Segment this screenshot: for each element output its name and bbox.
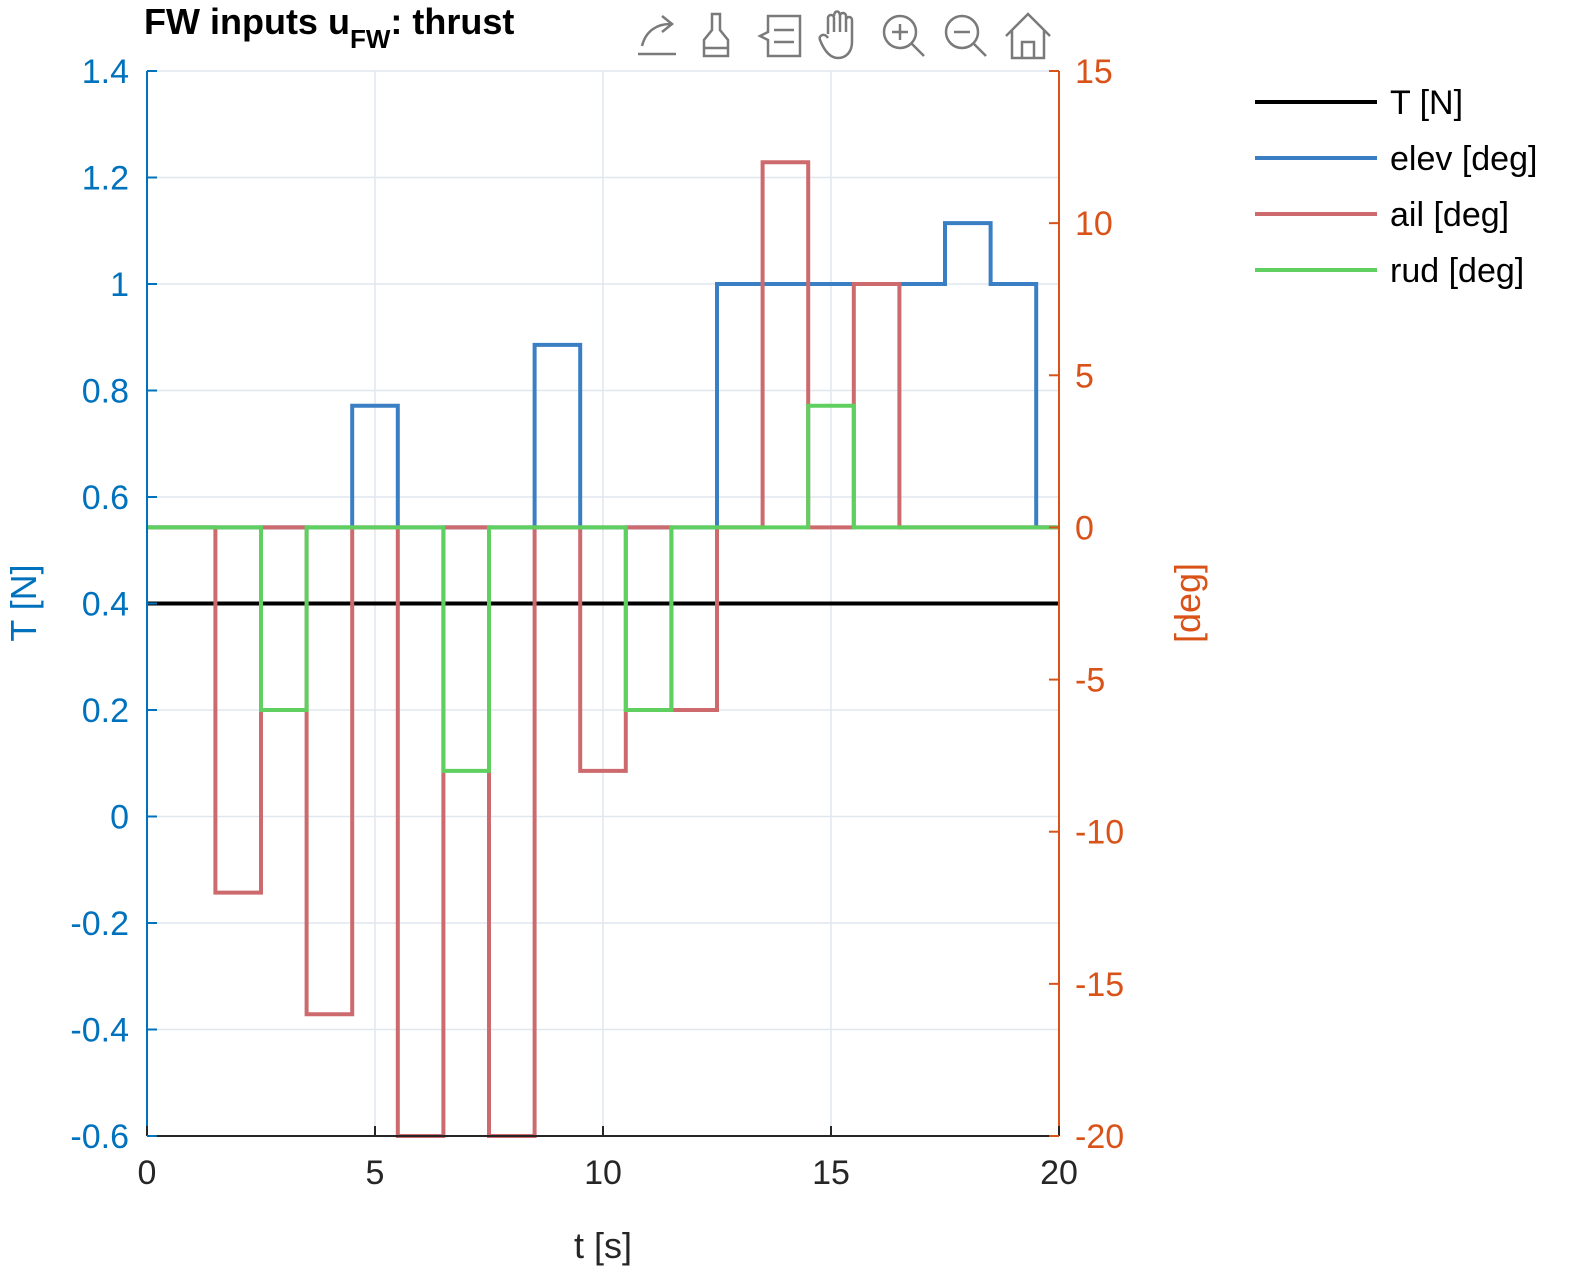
y-left-tick-label: 0.8: [82, 373, 129, 411]
legend: T [N] elev [deg] ail [deg] rud [deg]: [1255, 84, 1537, 290]
chart-title-suffix: : thrust: [390, 1, 514, 42]
legend-label: elev [deg]: [1390, 140, 1537, 178]
x-tick-label: 5: [366, 1154, 385, 1192]
y-left-tick-label: -0.6: [70, 1118, 129, 1156]
chart-title-main: FW inputs u: [144, 1, 350, 42]
series-line-4: [147, 403, 1059, 773]
y-left-tick-label: 0.4: [82, 586, 129, 624]
y-left-tick-label: -0.4: [70, 1012, 129, 1050]
y-right-tick-label: 10: [1075, 205, 1113, 243]
chart-title: FW inputs uFW: thrust: [144, 1, 514, 54]
legend-label: rud [deg]: [1390, 252, 1524, 290]
export-icon[interactable]: [638, 15, 676, 56]
tick-labels: 0 5 10 15 20 -0.6 -0.4 -0.2 0 0.2 0.4 0.6 0.8 1 1.2 1.4…: [70, 53, 1124, 1192]
x-tick-label: 0: [138, 1154, 157, 1192]
data-tips-icon[interactable]: [757, 14, 802, 58]
axes-toolbar: [626, 2, 1066, 66]
x-tick-label: 15: [812, 1154, 850, 1192]
y-left-tick-label: 0: [110, 799, 129, 837]
y-right-tick-label: 15: [1075, 53, 1113, 91]
y-right-tick-label: -5: [1075, 662, 1105, 700]
zoom-out-icon[interactable]: [944, 14, 987, 57]
x-tick-label: 10: [584, 1154, 622, 1192]
y-right-tick-label: -10: [1075, 814, 1124, 852]
x-tick-label: 20: [1040, 1154, 1078, 1192]
brush-icon[interactable]: [702, 12, 730, 58]
y-right-tick-label: -20: [1075, 1118, 1124, 1156]
y-right-tick-label: 0: [1075, 509, 1094, 547]
y-left-tick-label: 1.4: [82, 53, 129, 91]
home-icon[interactable]: [1005, 12, 1051, 60]
y-left-tick-label: 1: [110, 266, 129, 304]
y-right-tick-label: 5: [1075, 357, 1094, 395]
y-axis-label-left: T [N]: [3, 564, 44, 641]
axes: [146, 70, 1060, 1137]
chart-title-subscript: FW: [350, 24, 391, 54]
series-lines: [147, 160, 1059, 1138]
x-axis-label: t [s]: [574, 1225, 632, 1266]
y-left-tick-label: 0.2: [82, 692, 129, 730]
legend-label: T [N]: [1390, 84, 1463, 122]
y-right-tick-label: -15: [1075, 966, 1124, 1004]
series-line-2: [147, 221, 1059, 530]
y-left-tick-label: 0.6: [82, 479, 129, 517]
zoom-in-icon[interactable]: [882, 14, 925, 57]
legend-label: ail [deg]: [1390, 196, 1509, 234]
y-left-tick-label: -0.2: [70, 905, 129, 943]
y-axis-label-right: [deg]: [1167, 563, 1208, 643]
pan-hand-icon[interactable]: [818, 10, 854, 60]
y-left-tick-label: 1.2: [82, 160, 129, 198]
